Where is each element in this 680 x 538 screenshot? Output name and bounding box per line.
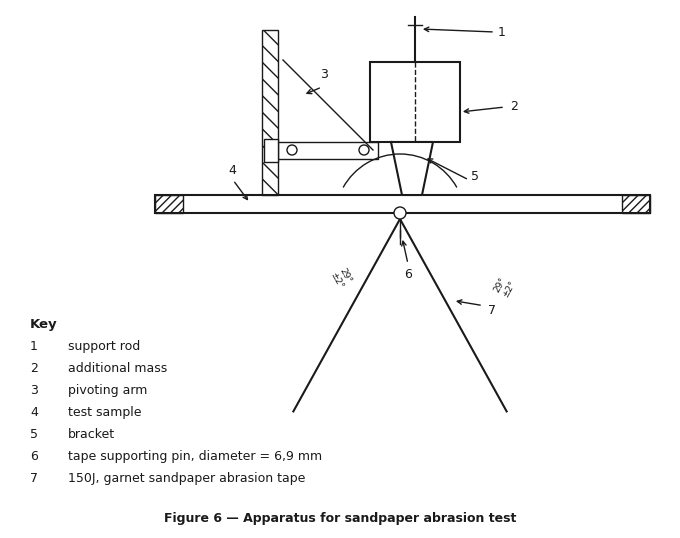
Text: support rod: support rod <box>68 340 140 353</box>
Text: 6: 6 <box>30 450 38 463</box>
Text: 4: 4 <box>30 406 38 419</box>
Circle shape <box>287 145 297 155</box>
Text: Figure 6 — Apparatus for sandpaper abrasion test: Figure 6 — Apparatus for sandpaper abras… <box>164 512 516 525</box>
Circle shape <box>359 145 369 155</box>
Text: 6: 6 <box>404 267 412 280</box>
Bar <box>622 195 650 213</box>
Text: tape supporting pin, diameter = 6,9 mm: tape supporting pin, diameter = 6,9 mm <box>68 450 322 463</box>
Text: 29°
±2°: 29° ±2° <box>492 274 517 300</box>
Text: 1: 1 <box>498 25 506 39</box>
Text: 3: 3 <box>30 384 38 397</box>
Text: 2: 2 <box>510 101 518 114</box>
Bar <box>262 30 278 195</box>
Bar <box>264 139 278 162</box>
Polygon shape <box>391 142 433 195</box>
Text: 7: 7 <box>30 472 38 485</box>
Text: 3: 3 <box>320 68 328 81</box>
Text: bracket: bracket <box>68 428 115 441</box>
Text: 7: 7 <box>488 304 496 317</box>
Text: Key: Key <box>30 318 58 331</box>
Circle shape <box>394 207 406 219</box>
Bar <box>155 195 650 213</box>
Bar <box>370 62 460 142</box>
Text: 5: 5 <box>30 428 38 441</box>
Text: 5: 5 <box>471 171 479 183</box>
Text: 29°
±2°: 29° ±2° <box>328 266 354 291</box>
Bar <box>155 195 183 213</box>
Text: 1: 1 <box>30 340 38 353</box>
Text: 150J, garnet sandpaper abrasion tape: 150J, garnet sandpaper abrasion tape <box>68 472 305 485</box>
Bar <box>278 142 378 159</box>
Text: pivoting arm: pivoting arm <box>68 384 148 397</box>
Text: 4: 4 <box>228 164 236 176</box>
Text: additional mass: additional mass <box>68 362 167 375</box>
Text: test sample: test sample <box>68 406 141 419</box>
Text: 2: 2 <box>30 362 38 375</box>
